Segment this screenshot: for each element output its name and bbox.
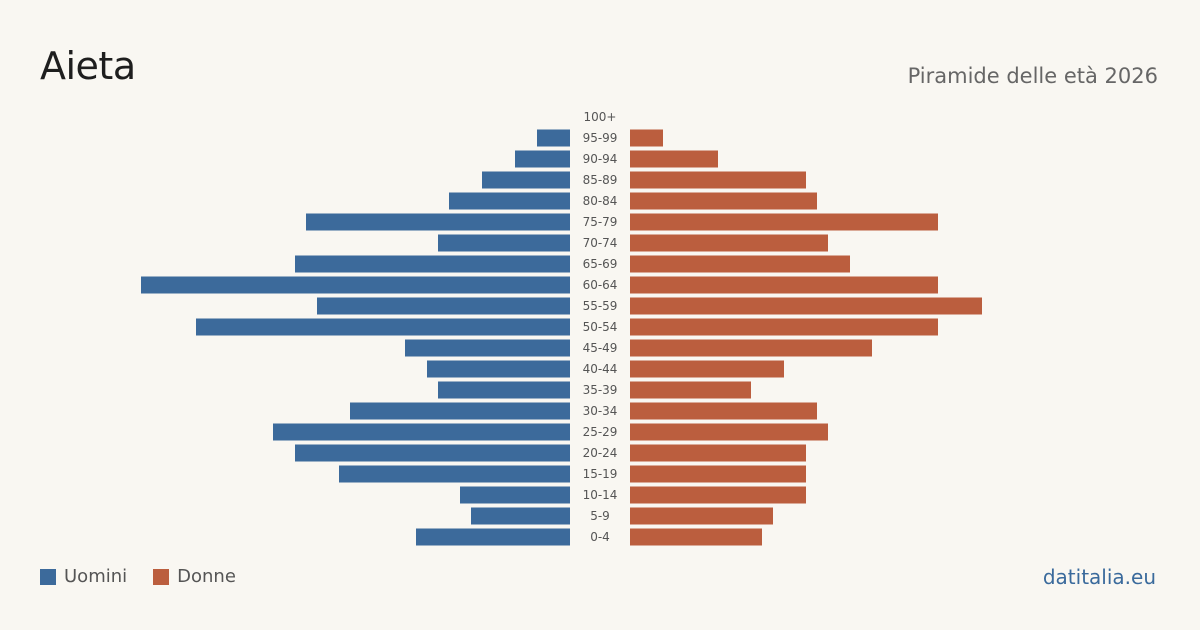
age-label-35-39: 35-39 xyxy=(583,383,618,397)
bar-female-25-29 xyxy=(630,423,828,441)
age-label-45-49: 45-49 xyxy=(583,341,618,355)
age-label-70-74: 70-74 xyxy=(583,236,618,250)
bar-female-30-34 xyxy=(630,402,817,420)
bar-male-5-9 xyxy=(471,507,570,525)
bar-female-20-24 xyxy=(630,444,806,462)
bar-male-75-79 xyxy=(306,213,570,231)
bar-female-95-99 xyxy=(630,129,663,147)
bar-male-80-84 xyxy=(449,192,570,210)
bar-male-55-59 xyxy=(317,297,570,315)
bar-male-45-49 xyxy=(405,339,570,357)
legend-swatch-female xyxy=(153,568,170,585)
bar-female-75-79 xyxy=(630,213,938,231)
age-label-100plus: 100+ xyxy=(584,110,617,124)
chart-title: Aieta xyxy=(40,44,136,88)
bar-male-60-64 xyxy=(141,276,570,294)
age-label-25-29: 25-29 xyxy=(583,425,618,439)
age-label-55-59: 55-59 xyxy=(583,299,618,313)
age-label-90-94: 90-94 xyxy=(583,152,618,166)
age-label-15-19: 15-19 xyxy=(583,467,618,481)
bar-male-90-94 xyxy=(515,150,570,168)
chart-subtitle: Piramide delle età 2026 xyxy=(907,64,1158,88)
legend-item-female: Donne xyxy=(153,566,236,587)
bar-female-35-39 xyxy=(630,381,751,399)
bar-female-60-64 xyxy=(630,276,938,294)
age-label-30-34: 30-34 xyxy=(583,404,618,418)
legend-swatch-male xyxy=(40,568,56,585)
bar-male-25-29 xyxy=(273,423,570,441)
bar-female-0-4 xyxy=(630,528,762,546)
bar-male-40-44 xyxy=(427,360,570,378)
age-label-10-14: 10-14 xyxy=(583,488,618,502)
age-label-95-99: 95-99 xyxy=(583,131,618,145)
bar-female-65-69 xyxy=(630,255,850,273)
age-label-20-24: 20-24 xyxy=(583,446,618,460)
legend-label-male: Uomini xyxy=(64,566,128,587)
bar-male-20-24 xyxy=(295,444,570,462)
bar-male-85-89 xyxy=(482,171,570,189)
bar-female-70-74 xyxy=(630,234,828,252)
bar-female-40-44 xyxy=(630,360,784,378)
bar-male-70-74 xyxy=(438,234,570,252)
bar-male-15-19 xyxy=(339,465,570,483)
age-label-65-69: 65-69 xyxy=(583,257,618,271)
bar-female-15-19 xyxy=(630,465,806,483)
brand-link[interactable]: datitalia.eu xyxy=(1042,565,1156,589)
bar-female-50-54 xyxy=(630,318,938,336)
age-label-80-84: 80-84 xyxy=(583,194,618,208)
age-label-50-54: 50-54 xyxy=(583,320,618,334)
bar-male-50-54 xyxy=(196,318,570,336)
bar-male-95-99 xyxy=(537,129,570,147)
bar-male-30-34 xyxy=(350,402,570,420)
age-label-5-9: 5-9 xyxy=(590,509,610,523)
age-label-85-89: 85-89 xyxy=(583,173,618,187)
bar-female-55-59 xyxy=(630,297,982,315)
bar-male-65-69 xyxy=(295,255,570,273)
legend: Uomini Donne xyxy=(40,566,262,587)
bar-male-35-39 xyxy=(438,381,570,399)
bar-female-45-49 xyxy=(630,339,872,357)
bar-female-85-89 xyxy=(630,171,806,189)
bar-male-0-4 xyxy=(416,528,570,546)
legend-label-female: Donne xyxy=(177,566,236,587)
age-label-0-4: 0-4 xyxy=(590,530,610,544)
legend-item-male: Uomini xyxy=(40,566,127,587)
age-label-40-44: 40-44 xyxy=(583,362,618,376)
bar-male-10-14 xyxy=(460,486,570,504)
age-label-75-79: 75-79 xyxy=(583,215,618,229)
bar-female-10-14 xyxy=(630,486,806,504)
bar-female-80-84 xyxy=(630,192,817,210)
age-label-60-64: 60-64 xyxy=(583,278,618,292)
bar-female-90-94 xyxy=(630,150,718,168)
bar-female-5-9 xyxy=(630,507,773,525)
